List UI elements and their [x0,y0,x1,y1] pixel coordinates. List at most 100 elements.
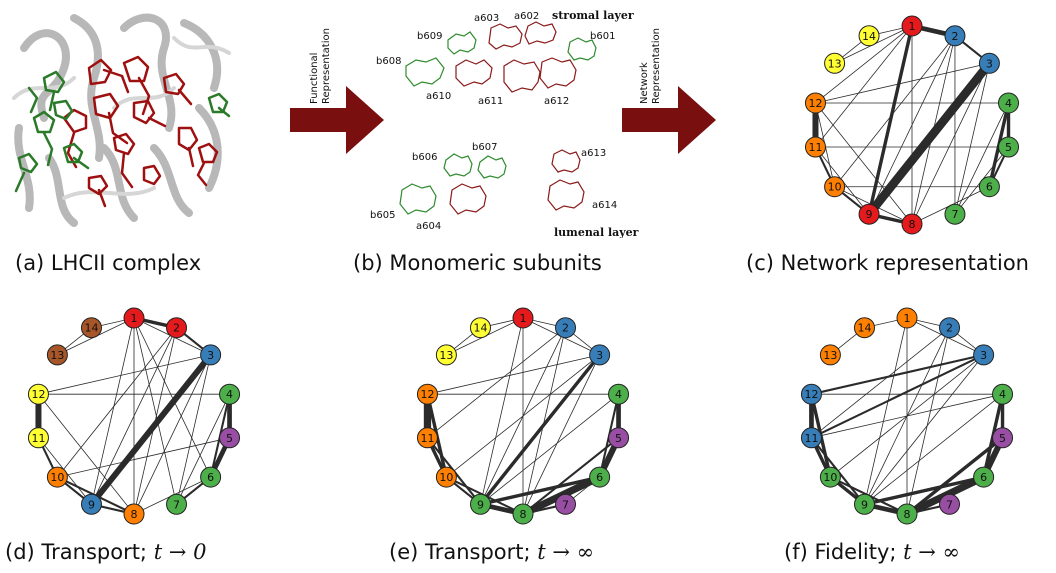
node-11: 11 [27,427,49,449]
node-12: 12 [800,383,822,405]
node-label: 4 [999,388,1006,401]
edge-3-12 [815,62,990,104]
node-label: 11 [420,432,434,445]
node-label: 7 [562,498,569,511]
node-label: 14 [84,322,98,335]
edge-12-8 [38,393,135,515]
node-9: 9 [853,493,875,515]
caption-a: (a) LHCII complex [15,251,202,275]
arrow2-label-line2: Representation [651,28,662,104]
node-label: 1 [904,312,911,325]
label-a610: a610 [426,91,451,102]
node-8: 8 [123,503,145,525]
label-b605: b605 [370,210,395,221]
node-circle [608,383,630,405]
caption-d-text: (d) Transport; [5,540,154,564]
label-a602: a602 [514,11,539,22]
node-circle [555,317,577,339]
node-1: 1 [896,307,918,329]
edge-5-8 [521,436,620,516]
node-circle [27,383,49,405]
node-label: 14 [857,322,871,335]
edge-3-11 [810,353,985,439]
edge-2-10 [834,35,956,188]
edge-4-9 [480,393,619,505]
edge-2-8 [522,327,566,515]
node-3: 3 [973,344,995,366]
node-label: 1 [520,312,527,325]
edge-4-7 [176,393,230,505]
caption-e: (e) Transport; t → ∞ [389,540,594,564]
node-13: 13 [824,52,846,74]
node-9: 9 [858,203,880,225]
node-circle [800,383,822,405]
edge-1-6 [133,317,212,478]
edge-2-10 [56,327,177,478]
edge-2-9 [868,35,956,215]
node-11: 11 [804,136,826,158]
edge-1-9 [867,24,914,216]
edge-3-12 [38,354,212,395]
node-label: 12 [808,97,822,110]
node-8: 8 [901,213,923,235]
node-7: 7 [166,493,188,515]
node-11: 11 [416,427,438,449]
edge-3-9 [864,354,985,505]
caption-f-text: (f) Fidelity; [784,540,904,564]
node-circle [166,493,188,515]
node-circle [46,466,68,488]
edge-3-12 [427,354,601,395]
node-label: 4 [615,388,622,401]
node-5: 5 [219,427,241,449]
node-12: 12 [804,92,826,114]
edge-6-9 [862,475,986,506]
node-1: 1 [512,307,534,329]
edge-3-7 [176,354,212,505]
label-b608: b608 [376,56,401,67]
node-circle [992,383,1014,405]
node-circle [944,25,966,47]
node-13: 13 [819,344,841,366]
node-circle [166,317,188,339]
chl-b-pigments [14,70,231,193]
edge-4-7 [954,102,1009,215]
lhcii-complex-image [12,13,231,227]
node-10: 10 [435,466,457,488]
node-14: 14 [858,25,880,47]
caption-c: (c) Network representation [746,251,1029,275]
node-label: 5 [226,432,233,445]
node-label: 10 [828,181,842,194]
node-circle [804,136,826,158]
node-circle [80,493,102,515]
node-label: 4 [1005,97,1012,110]
network-representation-arrow: Network Representation [622,28,716,154]
node-4: 4 [992,383,1014,405]
node-label: 1 [909,20,916,33]
node-circle [853,493,875,515]
node-label: 13 [823,349,837,362]
node-label: 2 [946,322,953,335]
node-circle [555,493,577,515]
node-circle [416,427,438,449]
edge-3-8 [133,354,212,515]
node-13: 13 [46,344,68,366]
node-circle [992,427,1014,449]
node-14: 14 [469,317,491,339]
node-circle [998,136,1020,158]
node-circle [819,466,841,488]
node-6: 6 [200,466,222,488]
edge-2-9 [91,327,177,505]
node-label: 10 [439,471,453,484]
node-label: 8 [909,218,916,231]
edge-3-12 [810,353,985,396]
caption-e-math: t → ∞ [537,540,595,564]
node-circle [896,503,918,525]
node-3: 3 [589,344,611,366]
caption-e-text: (e) Transport; [389,540,538,564]
node-label: 7 [946,498,953,511]
node-13: 13 [435,344,457,366]
node-4: 4 [998,92,1020,114]
node-5: 5 [998,136,1020,158]
